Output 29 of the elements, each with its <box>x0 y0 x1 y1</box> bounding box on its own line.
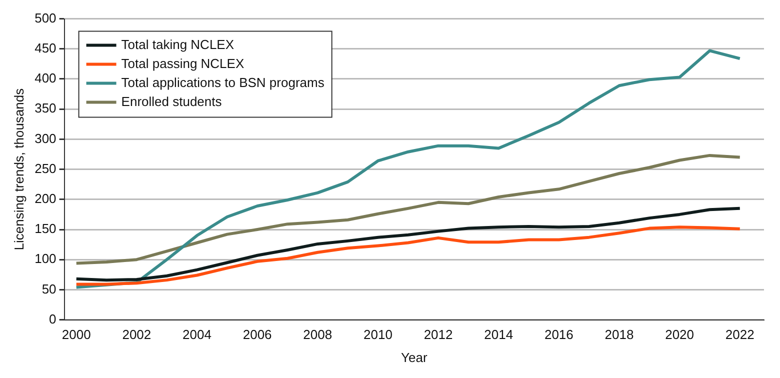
x-tick-label: 2002 <box>122 327 152 342</box>
x-tick-label: 2004 <box>182 327 212 342</box>
x-tick-label: 2018 <box>604 327 634 342</box>
x-tick-label: 2006 <box>242 327 272 342</box>
x-tick-label: 2020 <box>665 327 694 342</box>
x-tick-label: 2016 <box>544 327 574 342</box>
x-axis-title: Year <box>401 350 428 365</box>
y-tick-label: 0 <box>49 311 56 326</box>
y-tick-label: 400 <box>34 70 56 86</box>
legend-label: Total passing NCLEX <box>121 56 244 71</box>
x-tick-label: 2022 <box>725 327 754 342</box>
x-tick-label: 2008 <box>303 327 332 342</box>
y-tick-label: 200 <box>34 190 56 206</box>
x-tick-label: 2014 <box>484 327 514 342</box>
y-tick-label: 250 <box>34 160 56 176</box>
x-tick-label: 2000 <box>62 327 91 342</box>
legend-label: Enrolled students <box>121 94 222 109</box>
y-tick-label: 150 <box>34 221 56 236</box>
y-tick-label: 50 <box>42 281 56 296</box>
y-tick-label: 450 <box>34 40 56 56</box>
legend-label: Total taking NCLEX <box>121 36 234 52</box>
y-tick-label: 500 <box>34 10 56 26</box>
x-tick-label: 2010 <box>363 327 392 342</box>
y-tick-label: 350 <box>34 100 56 116</box>
x-tick-label: 2012 <box>424 327 453 342</box>
y-tick-label: 100 <box>34 251 56 266</box>
y-tick-label: 300 <box>34 130 56 146</box>
y-axis-title: Licensing trends, thousands <box>11 88 26 250</box>
legend-label: Total applications to BSN programs <box>121 74 325 90</box>
